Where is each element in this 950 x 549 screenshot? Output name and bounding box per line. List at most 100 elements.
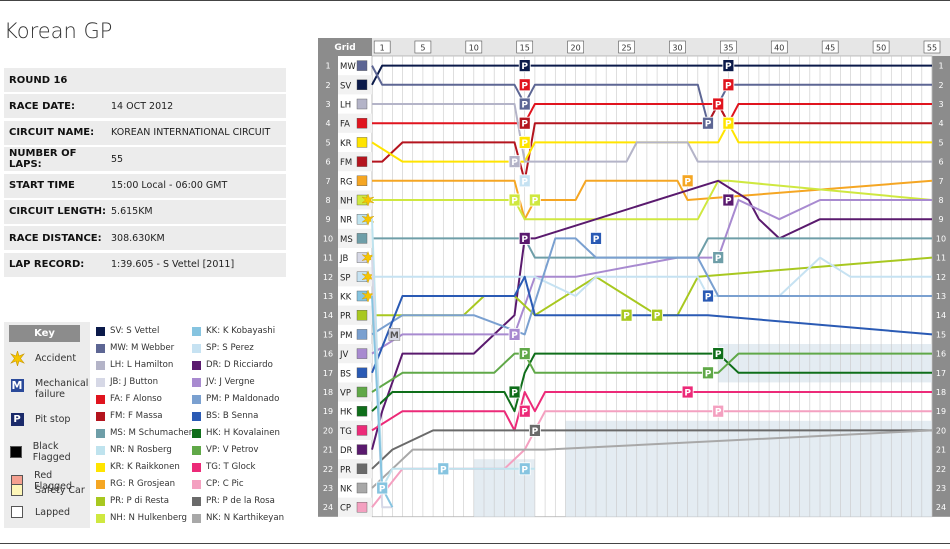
info-label: LAP RECORD: [9, 259, 85, 271]
position-number-right: 17 [936, 369, 946, 378]
pit-stop-label: P [440, 465, 447, 475]
driver-name: RG: R Grosjean [110, 479, 176, 489]
key-heading: Key [9, 325, 80, 342]
pit-stop-marker [518, 174, 531, 188]
pit-stop-label: P [623, 312, 630, 322]
driver-legend-item: NK: N Karthikeyan [192, 513, 284, 523]
lap-tick-label: 30 [672, 44, 682, 53]
driver-legend-item: KR: K Raikkonen [96, 462, 180, 472]
pit-stop-marker [722, 59, 735, 73]
lap-tick-label: 40 [774, 44, 784, 53]
driver-name: VP: V Petrov [206, 445, 259, 455]
driver-legend-item: PM: P Maldonado [192, 394, 279, 404]
grid-driver-code: HK [340, 408, 352, 418]
grid-driver-swatch [356, 117, 368, 129]
series-line [372, 179, 933, 221]
lap-tick-box [770, 40, 788, 54]
key-label: Black Flagged [32, 441, 71, 463]
driver-swatch [192, 326, 201, 336]
key-column: Key Accident M Mechanical failure P Pit st… [4, 322, 90, 528]
position-number-left: 6 [325, 158, 330, 167]
info-value: 5.615KM [111, 206, 153, 218]
pit-stop-marker [518, 462, 531, 476]
driver-legend-item: SP: S Perez [192, 343, 254, 353]
pit-stop-label: P [521, 177, 528, 187]
grid-driver-code: MS [340, 235, 353, 245]
position-number-right: 1 [938, 62, 943, 71]
position-number-right: 3 [938, 100, 943, 109]
lap-tick-label: 50 [876, 44, 886, 53]
pit-stop-icon: P [9, 412, 25, 426]
lap-tick-box [821, 40, 839, 54]
grid-driver-code: KK [340, 293, 352, 303]
pit-stop-marker [529, 193, 541, 207]
lap-tick-label: 10 [469, 44, 479, 53]
driver-legend-item: LH: L Hamilton [96, 360, 173, 370]
driver-name: LH: L Hamilton [110, 360, 174, 370]
driver-legend-item: KK: K Kobayashi [192, 326, 275, 336]
series-line [371, 429, 933, 489]
pit-stop-label: P [521, 62, 528, 72]
pit-stop-label: P [715, 408, 722, 418]
position-number-left: 11 [323, 254, 333, 263]
driver-swatch [96, 411, 105, 421]
driver-name: FM: F Massa [110, 411, 163, 421]
position-number-left: 5 [325, 138, 330, 147]
pit-stop-label: P [511, 331, 518, 341]
driver-legend-item: FM: F Massa [96, 411, 163, 421]
pit-stop-marker [508, 385, 521, 399]
lap-tick-label: 20 [571, 44, 581, 53]
driver-name: NR: N Rosberg [110, 445, 172, 455]
grid-driver-swatch [356, 98, 368, 110]
lap-tick-label: 1 [380, 44, 385, 53]
info-value: 55 [111, 153, 124, 165]
grid-driver-swatch [356, 386, 368, 398]
position-number-right: 22 [936, 465, 946, 474]
grid-driver-code: NR [340, 216, 352, 226]
pit-stop-label: P [521, 81, 528, 91]
driver-name: JB: J Button [110, 377, 159, 387]
pit-stop-label: P [521, 235, 528, 245]
position-number-right: 8 [938, 196, 943, 205]
lap-tick-label: 15 [520, 44, 530, 53]
grid-driver-swatch [356, 444, 368, 455]
driver-swatch [96, 496, 105, 506]
pit-stop-marker [508, 327, 521, 341]
position-number-right: 4 [938, 119, 943, 128]
key-label: Mechanical failure [35, 378, 89, 400]
pit-stop-label: P [521, 101, 528, 111]
grid-driver-code: PM [340, 331, 352, 341]
pit-stop-marker [712, 404, 725, 418]
position-column-left [318, 56, 338, 517]
driver-legend-item: PR: P di Resta [96, 496, 169, 506]
key-item-lapped: Lapped [9, 505, 70, 519]
pit-stop-marker [518, 97, 531, 111]
position-number-left: 23 [323, 484, 333, 493]
grid-driver-code: JV [339, 350, 349, 360]
pit-stop-marker [702, 366, 714, 380]
driver-swatch [192, 428, 201, 438]
info-value: 15:00 Local - 06:00 GMT [111, 180, 228, 192]
grid-header-cell [318, 38, 372, 56]
driver-legend-item: DR: D Ricciardo [192, 360, 273, 370]
accident-icon [9, 350, 25, 366]
key-label: Red Flagged [34, 470, 73, 492]
info-row-circuit: CIRCUIT NAME: KOREAN INTERNATIONAL CIRCUI… [4, 120, 286, 145]
grid-driver-code: JB [339, 254, 349, 264]
grid-driver-code: PR [340, 465, 351, 475]
grid-driver-code: FA [340, 120, 350, 130]
driver-name: SV: S Vettel [110, 326, 160, 336]
driver-swatch [192, 360, 201, 370]
lap-tick-box [923, 40, 941, 54]
info-label: RACE DATE: [9, 100, 76, 112]
pit-stop-label: P [532, 427, 539, 437]
position-number-right: 20 [936, 426, 946, 435]
grid-driver-code: FM [340, 158, 352, 168]
pit-stop-marker [722, 116, 735, 130]
grid-driver-code: RG [340, 177, 353, 187]
position-column-right [932, 56, 950, 517]
driver-swatch [192, 479, 201, 489]
mechanical-failure-icon: M [10, 378, 24, 392]
driver-name: KK: K Kobayashi [206, 326, 276, 336]
grid-driver-swatch [356, 175, 368, 187]
